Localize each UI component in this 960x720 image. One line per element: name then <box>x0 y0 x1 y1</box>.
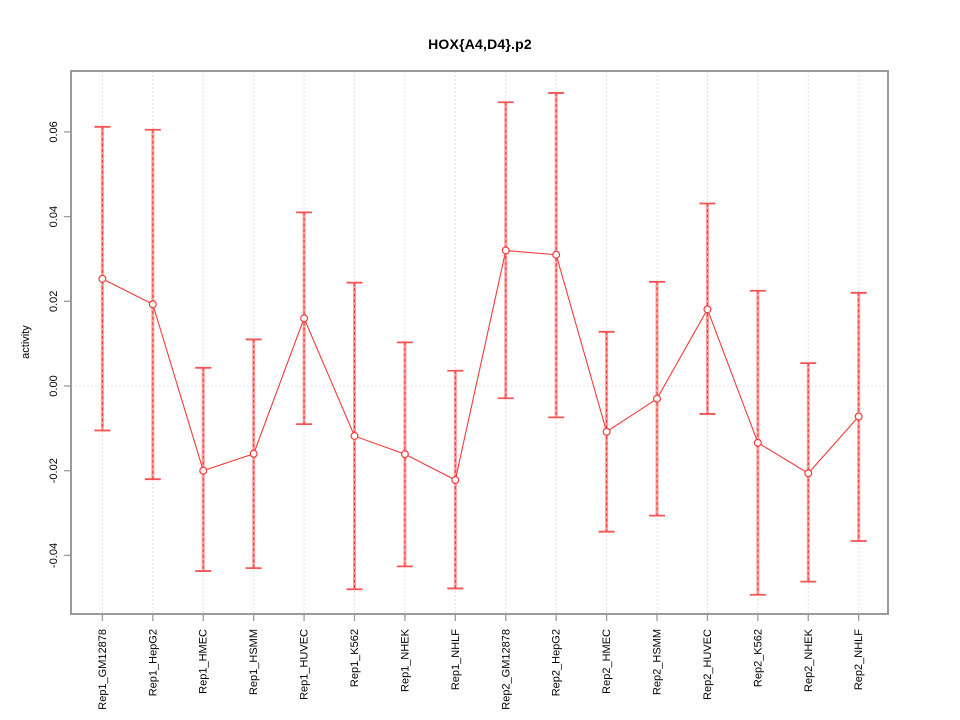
y-tick-label: 0.00 <box>48 375 60 396</box>
x-category-label: Rep1_NHEK <box>399 628 411 692</box>
x-category-label: Rep2_K562 <box>752 629 764 687</box>
data-point <box>400 450 409 459</box>
data-point <box>501 246 510 255</box>
x-category-label: Rep1_HUVEC <box>299 629 311 700</box>
data-point <box>653 394 662 403</box>
x-category-label: Rep1_GM12878 <box>97 629 109 710</box>
x-category-label: Rep2_HSMM <box>652 629 664 695</box>
data-point <box>854 412 863 421</box>
y-tick-label: -0.04 <box>48 543 60 568</box>
data-point <box>451 476 460 485</box>
data-point <box>350 431 359 440</box>
chart-title: HOX{A4,D4}.p2 <box>428 36 532 52</box>
data-point <box>552 250 561 259</box>
x-category-label: Rep1_HMEC <box>198 629 210 694</box>
x-category-label: Rep1_K562 <box>349 629 361 687</box>
data-point <box>753 438 762 447</box>
plot-box <box>70 70 889 615</box>
x-category-label: Rep1_HSMM <box>248 629 260 695</box>
data-point <box>602 427 611 436</box>
x-category-label: Rep2_NHLF <box>853 629 865 690</box>
data-point <box>300 314 309 323</box>
x-category-label: Rep2_GM12878 <box>500 629 512 710</box>
y-tick-label: -0.02 <box>48 458 60 483</box>
x-category-label: Rep2_HUVEC <box>702 629 714 700</box>
data-point <box>703 305 712 314</box>
x-category-label: Rep1_NHLF <box>450 629 462 690</box>
x-category-label: Rep2_HepG2 <box>551 629 563 696</box>
data-point <box>148 300 157 309</box>
x-category-label: Rep1_HepG2 <box>147 629 159 696</box>
y-tick-label: 0.02 <box>48 291 60 312</box>
data-point <box>249 449 258 458</box>
data-point <box>98 274 107 283</box>
series-line <box>102 249 860 481</box>
y-tick-label: 0.06 <box>48 121 60 142</box>
x-category-label: Rep2_HMEC <box>601 629 613 694</box>
data-point <box>804 469 813 478</box>
x-category-label: Rep2_NHEK <box>803 628 815 692</box>
data-point <box>199 466 208 475</box>
y-tick-label: 0.04 <box>48 206 60 227</box>
